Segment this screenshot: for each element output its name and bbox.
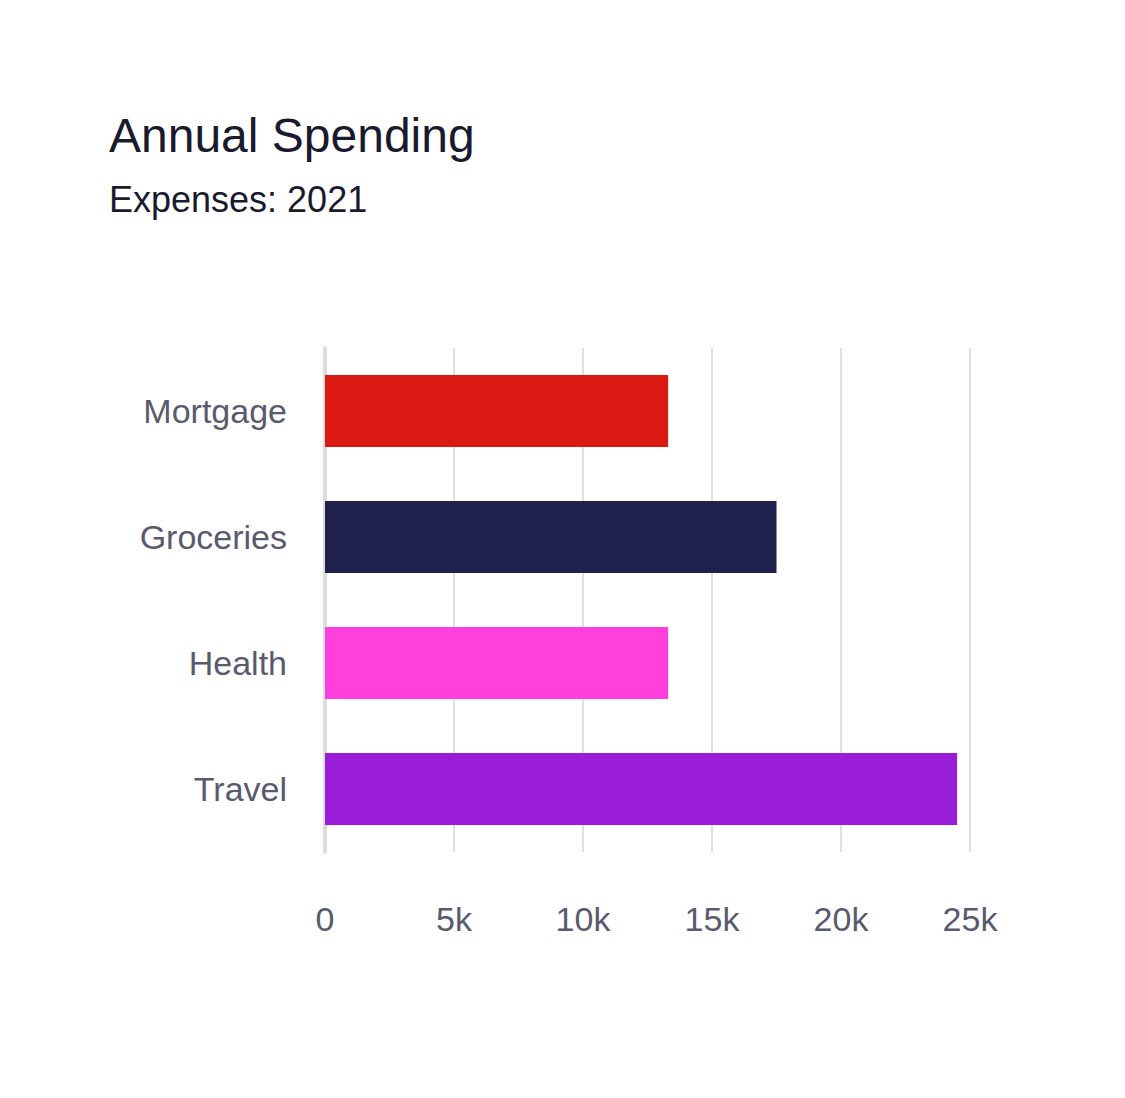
svg-text:20k: 20k	[814, 900, 870, 938]
svg-text:10k: 10k	[556, 900, 612, 938]
svg-text:Groceries: Groceries	[140, 518, 287, 556]
svg-text:Expenses: 2021: Expenses: 2021	[109, 179, 367, 220]
svg-text:Mortgage: Mortgage	[143, 392, 287, 430]
svg-text:15k: 15k	[685, 900, 741, 938]
svg-text:Annual Spending: Annual Spending	[109, 109, 475, 162]
svg-text:0: 0	[316, 900, 335, 938]
svg-text:5k: 5k	[436, 900, 473, 938]
svg-text:Travel: Travel	[194, 770, 287, 808]
svg-text:25k: 25k	[943, 900, 999, 938]
svg-text:Health: Health	[189, 644, 287, 682]
